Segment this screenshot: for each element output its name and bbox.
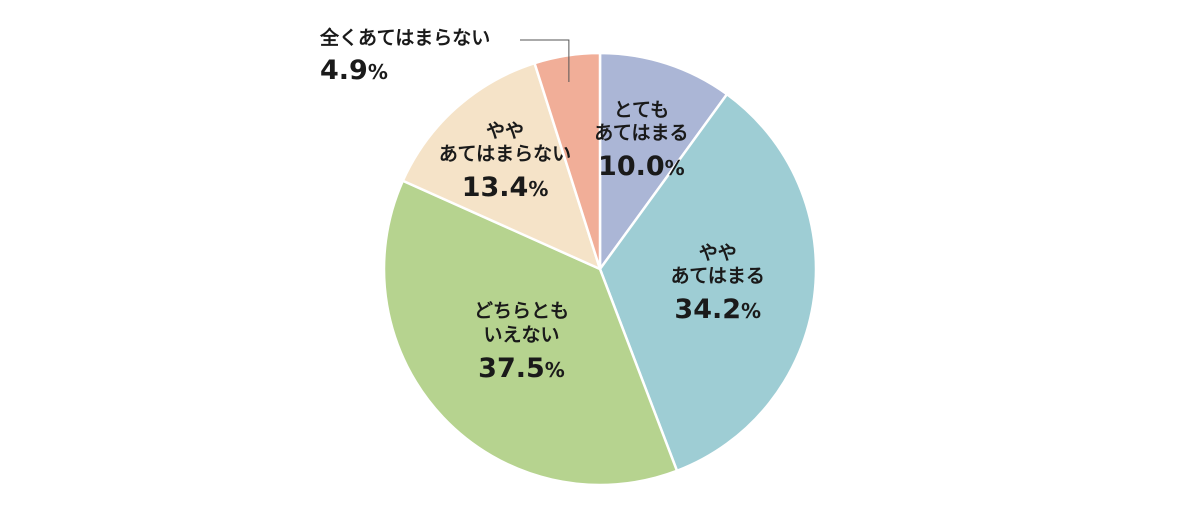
leader-line	[520, 39, 570, 82]
pie-slice-totemo-atehamaru	[598, 51, 729, 273]
slice-category-label: あてはまらない	[438, 143, 572, 166]
slice-category-label: やや	[486, 119, 525, 142]
slice-label-yaya-atehamaru: やや あてはまる 34.2%	[671, 242, 765, 327]
slice-percent-unit: %	[664, 156, 685, 181]
slice-percent-value: 10.0	[598, 151, 665, 183]
pie-slice-dochiratomo-ienai	[382, 179, 679, 487]
slice-category-label: あてはまる	[670, 265, 765, 288]
slice-label-mattaku-atehamaranai: 全くあてはまらない 4.9%	[320, 26, 490, 88]
slice-percent-value: 13.4	[461, 172, 529, 204]
slice-percent-unit: %	[528, 177, 549, 202]
slice-percent-label: 34.2%	[671, 293, 765, 327]
slice-label-dochiratomo-ienai: どちらとも いえない 37.5%	[474, 300, 569, 385]
slice-percent-label: 37.5%	[474, 352, 569, 386]
pie-slice-mattaku-atehamaranai	[532, 51, 602, 270]
slice-category-label: やや	[698, 241, 737, 264]
slice-category-label: 全くあてはまらない	[320, 27, 491, 49]
slice-category-label: とても	[613, 98, 670, 121]
slice-category-label: いえない	[483, 323, 560, 346]
slice-percent-unit: %	[367, 59, 388, 84]
slice-percent-label: 10.0%	[594, 150, 688, 184]
slice-percent-unit: %	[741, 299, 762, 324]
slice-label-totemo-atehamaru: とても あてはまる 10.0%	[594, 99, 688, 184]
pie-slice-yaya-atehamaru	[598, 92, 818, 473]
slice-percent-value: 4.9	[320, 54, 368, 86]
pie-slices	[382, 51, 818, 487]
slice-category-label: あてはまる	[594, 122, 689, 145]
slice-percent-value: 34.2	[674, 294, 742, 326]
slice-percent-value: 37.5	[478, 352, 545, 384]
slice-category-label: どちらとも	[473, 300, 570, 323]
slice-percent-label: 13.4%	[439, 171, 571, 205]
slice-percent-unit: %	[544, 357, 565, 382]
slice-percent-label: 4.9%	[320, 53, 490, 88]
slice-label-yaya-atehamaranai: やや あてはまらない 13.4%	[439, 120, 571, 205]
